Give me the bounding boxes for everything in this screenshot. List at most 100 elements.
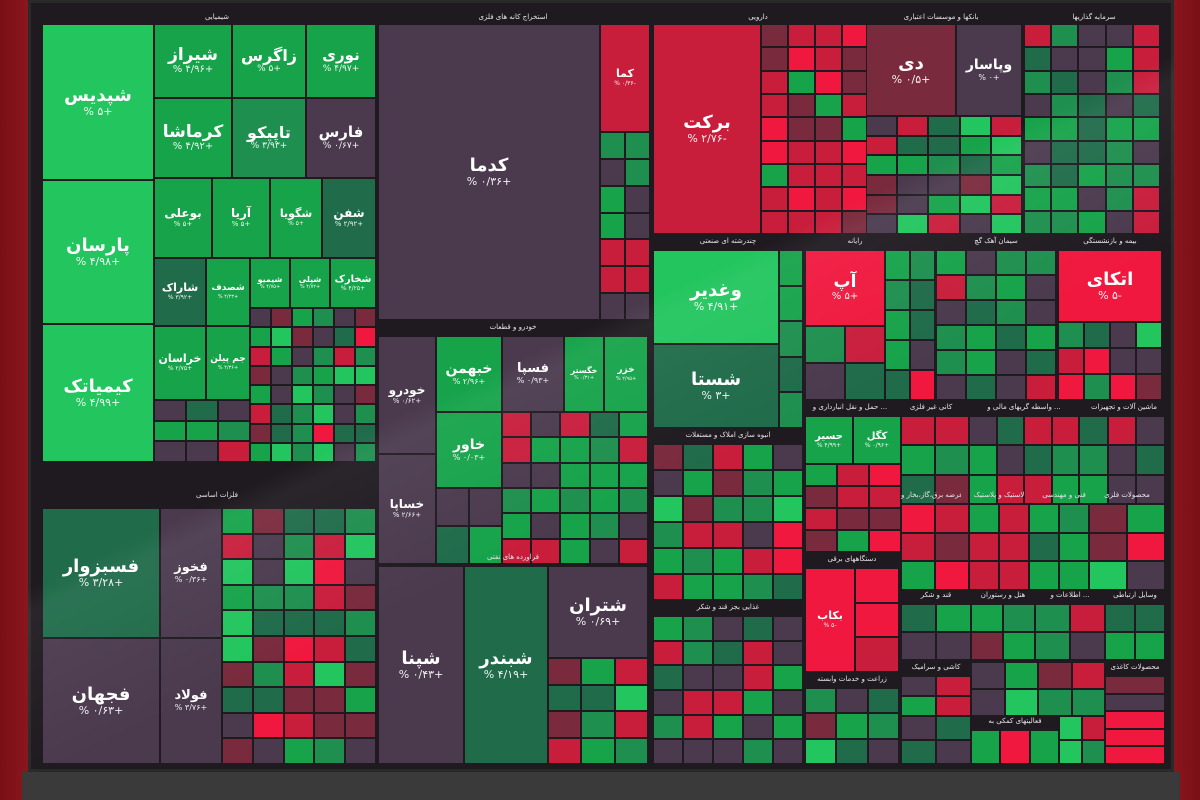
stock-cell[interactable] [1051, 416, 1079, 446]
stock-cell[interactable] [1078, 94, 1106, 118]
stock-cell[interactable] [773, 714, 803, 740]
stock-cell[interactable] [969, 504, 999, 533]
stock-cell[interactable] [1004, 689, 1038, 716]
stock-tile[interactable]: کرماشا% ۴/۹۲+ [154, 98, 232, 178]
stock-cell[interactable] [935, 474, 969, 504]
stock-cell[interactable] [936, 325, 966, 350]
stock-cell[interactable] [1024, 164, 1052, 188]
stock-cell[interactable] [222, 661, 253, 688]
stock-cell[interactable] [869, 508, 901, 530]
stock-cell[interactable] [773, 522, 803, 548]
stock-cell[interactable] [910, 310, 935, 340]
stock-cell[interactable] [773, 640, 803, 666]
stock-cell[interactable] [334, 365, 355, 385]
stock-cell[interactable] [502, 538, 532, 564]
stock-cell[interactable] [928, 175, 960, 195]
stock-cell[interactable] [837, 464, 869, 486]
stock-cell[interactable] [589, 462, 619, 488]
stock-cell[interactable] [901, 532, 935, 562]
stock-cell[interactable] [1110, 348, 1136, 374]
stock-cell[interactable] [901, 604, 936, 632]
stock-cell[interactable] [250, 308, 271, 328]
stock-cell[interactable] [683, 548, 713, 574]
stock-cell[interactable] [897, 116, 929, 136]
stock-cell[interactable] [966, 275, 996, 300]
stock-cell[interactable] [1132, 70, 1160, 94]
stock-cell[interactable] [271, 308, 292, 328]
stock-cell[interactable] [743, 616, 773, 641]
stock-cell[interactable] [334, 385, 355, 405]
stock-cell[interactable] [1084, 374, 1110, 400]
stock-cell[interactable] [653, 444, 683, 470]
stock-cell[interactable] [1078, 187, 1106, 211]
stock-cell[interactable] [154, 441, 186, 462]
stock-cell[interactable] [469, 526, 502, 564]
stock-cell[interactable] [779, 285, 803, 322]
stock-cell[interactable] [589, 437, 619, 463]
stock-cell[interactable] [779, 250, 803, 286]
stock-cell[interactable] [885, 280, 910, 310]
stock-tile[interactable]: اتکای% ۵- [1058, 250, 1162, 322]
stock-cell[interactable] [1051, 187, 1079, 211]
stock-cell[interactable] [531, 437, 561, 463]
stock-cell[interactable] [1059, 740, 1082, 764]
stock-cell[interactable] [867, 688, 899, 714]
stock-cell[interactable] [581, 737, 615, 764]
stock-cell[interactable] [292, 385, 313, 405]
stock-cell[interactable] [581, 684, 615, 711]
stock-cell[interactable] [271, 404, 292, 424]
stock-cell[interactable] [1136, 322, 1162, 348]
stock-cell[interactable] [990, 116, 1022, 136]
stock-cell[interactable] [1059, 532, 1089, 562]
stock-tile[interactable]: کدما% ۰/۳۶+ [378, 24, 600, 320]
stock-cell[interactable] [990, 175, 1022, 195]
stock-tile[interactable]: فولاد% ۳/۷۶+ [160, 638, 222, 764]
stock-cell[interactable] [560, 437, 590, 463]
stock-cell[interactable] [600, 293, 625, 320]
stock-cell[interactable] [815, 24, 842, 48]
stock-cell[interactable] [560, 412, 590, 438]
stock-cell[interactable] [1105, 187, 1133, 211]
stock-cell[interactable] [773, 496, 803, 522]
stock-cell[interactable] [222, 610, 253, 636]
stock-cell[interactable] [788, 210, 815, 234]
stock-cell[interactable] [600, 158, 625, 186]
stock-cell[interactable] [345, 508, 376, 534]
stock-cell[interactable] [292, 404, 313, 424]
stock-tile[interactable]: پارسان% ۴/۹۸+ [42, 180, 154, 324]
stock-tile[interactable]: فارس% ۰/۶۷+ [306, 98, 376, 178]
stock-cell[interactable] [618, 412, 648, 438]
stock-cell[interactable] [901, 716, 936, 740]
stock-cell[interactable] [743, 470, 773, 496]
stock-cell[interactable] [683, 640, 713, 666]
stock-cell[interactable] [614, 711, 648, 738]
stock-cell[interactable] [1132, 164, 1160, 188]
stock-cell[interactable] [1026, 275, 1056, 300]
stock-cell[interactable] [683, 444, 713, 470]
stock-cell[interactable] [1127, 561, 1165, 590]
stock-cell[interactable] [901, 445, 935, 475]
stock-cell[interactable] [969, 532, 999, 562]
stock-cell[interactable] [560, 538, 590, 564]
stock-cell[interactable] [436, 526, 469, 564]
stock-cell[interactable] [625, 266, 650, 294]
stock-cell[interactable] [292, 365, 313, 385]
stock-cell[interactable] [869, 530, 901, 552]
stock-cell[interactable] [222, 738, 253, 764]
stock-cell[interactable] [502, 513, 532, 539]
stock-cell[interactable] [743, 690, 773, 715]
stock-cell[interactable] [936, 604, 971, 632]
stock-cell[interactable] [355, 423, 376, 443]
stock-cell[interactable] [283, 559, 315, 585]
stock-cell[interactable] [345, 533, 376, 560]
stock-cell[interactable] [1026, 250, 1056, 275]
stock-cell[interactable] [805, 688, 837, 714]
stock-cell[interactable] [683, 665, 713, 690]
stock-cell[interactable] [743, 496, 773, 522]
stock-cell[interactable] [713, 739, 743, 764]
stock-cell[interactable] [222, 533, 253, 560]
stock-cell[interactable] [589, 412, 619, 438]
stock-cell[interactable] [936, 696, 971, 716]
stock-cell[interactable] [788, 47, 815, 71]
stock-cell[interactable] [996, 325, 1026, 350]
